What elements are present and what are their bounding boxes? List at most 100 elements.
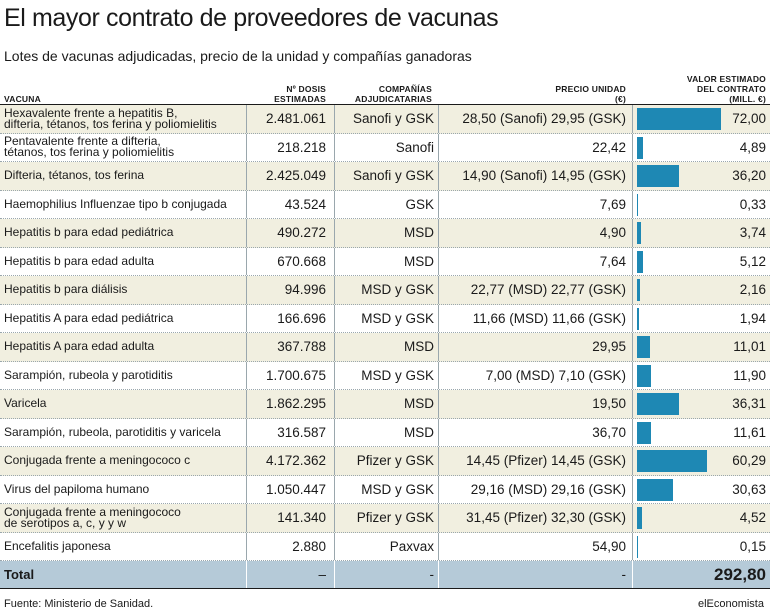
value-bar xyxy=(637,193,638,216)
column-divider xyxy=(632,504,633,532)
header-dosis-line2: ESTIMADAS xyxy=(274,94,326,104)
column-divider xyxy=(246,418,247,446)
value-bar xyxy=(637,165,680,187)
column-divider xyxy=(246,447,247,475)
column-divider xyxy=(438,219,439,247)
cell-valor: 0,33 xyxy=(739,196,766,212)
value-bar xyxy=(637,250,643,273)
column-divider xyxy=(246,333,247,361)
vacuna-lines: Varicela xyxy=(4,396,47,411)
column-divider xyxy=(334,162,335,190)
cell-dosis: 1.050.447 xyxy=(265,481,326,497)
vacuna-lines: Virus del papiloma humano xyxy=(4,481,150,496)
header-precio: PRECIO UNIDAD (€) xyxy=(440,72,626,104)
column-divider xyxy=(632,304,633,332)
cell-valor: 11,90 xyxy=(733,367,766,383)
vacuna-line: Hepatitis b para edad adulta xyxy=(4,253,155,268)
cell-valor: 1,94 xyxy=(739,310,766,326)
column-divider xyxy=(438,504,439,532)
cell-companias: MSD xyxy=(404,424,434,440)
column-divider xyxy=(632,561,633,588)
column-divider xyxy=(246,190,247,218)
cell-dosis: 94.996 xyxy=(284,282,326,298)
column-divider xyxy=(246,561,247,588)
value-bar xyxy=(637,393,680,415)
table-row: Hepatitis b para edad adulta 670.668 MSD 7,… xyxy=(0,247,770,276)
column-divider xyxy=(632,219,633,247)
column-divider xyxy=(334,532,335,560)
cell-vacuna: Difteria, tétanos, tos ferina xyxy=(4,162,246,190)
cell-valor: 30,63 xyxy=(732,481,766,497)
header-valor-line2: DEL CONTRATO xyxy=(697,84,766,94)
cell-dosis: 670.668 xyxy=(277,253,326,269)
column-divider xyxy=(334,561,335,588)
column-divider xyxy=(632,276,633,304)
column-divider xyxy=(334,361,335,389)
value-bar xyxy=(637,535,638,558)
table-row: Sarampión, rubeola y parotiditis 1.700.67… xyxy=(0,361,770,390)
cell-dosis: 1.700.675 xyxy=(265,367,326,383)
vacuna-line: Conjugada frente a meningococo c xyxy=(4,453,191,468)
header-dosis: Nº DOSIS ESTIMADAS xyxy=(248,72,326,104)
cell-companias: Sanofi y GSK xyxy=(352,111,434,127)
cell-valor: 60,29 xyxy=(732,453,766,469)
cell-companias: Sanofi y GSK xyxy=(352,168,434,184)
column-divider xyxy=(334,447,335,475)
table-row: Virus del papiloma humano 1.050.447 MSD y … xyxy=(0,475,770,504)
vacuna-line: Virus del papiloma humano xyxy=(4,481,150,496)
value-bar xyxy=(637,136,643,159)
cell-vacuna: Hepatitis b para edad pediátrica xyxy=(4,219,246,247)
cell-precio: 7,64 xyxy=(599,253,626,269)
table-row: Encefalitis japonesa 2.880 Paxvax 54,90 0,15 xyxy=(0,532,770,561)
column-divider xyxy=(246,162,247,190)
header-vacuna-label: VACUNA xyxy=(4,94,41,104)
vacuna-line: Pentavalente frente a difteria, xyxy=(4,134,161,149)
cell-companias: Paxvax xyxy=(389,538,434,554)
cell-precio: 31,45 (Pfizer) 32,30 (GSK) xyxy=(466,510,626,526)
table-row: Hepatitis b para edad pediátrica 490.272 M… xyxy=(0,219,770,248)
column-divider xyxy=(246,532,247,560)
vacuna-lines: Haemophilius Influenzae tipo b conjugada xyxy=(4,198,227,210)
cell-vacuna: Pentavalente frente a difteria, tétanos, … xyxy=(4,134,246,162)
cell-precio: 54,90 xyxy=(592,538,626,554)
vacuna-lines: Sarampión, rubeola, parotiditis y varice… xyxy=(4,426,221,438)
column-divider xyxy=(246,475,247,503)
total-precio: - xyxy=(621,567,627,582)
cell-companias: Sanofi xyxy=(395,139,434,155)
brand-logo: elEconomista xyxy=(697,598,764,610)
cell-companias: MSD xyxy=(404,396,434,412)
cell-vacuna: Hexavalente frente a hepatitis B, difteri… xyxy=(4,105,246,133)
column-divider xyxy=(334,190,335,218)
cell-vacuna: Hepatitis A para edad pediátrica xyxy=(4,305,246,333)
header-valor-line3: (MILL. €) xyxy=(729,94,766,104)
vacuna-lines: Sarampión, rubeola y parotiditis xyxy=(4,369,173,381)
cell-valor: 4,52 xyxy=(739,510,766,526)
cell-dosis: 141.340 xyxy=(277,510,326,526)
header-dosis-line1: Nº DOSIS xyxy=(286,84,326,94)
total-row: Total – - - 292,80 xyxy=(0,561,770,588)
column-divider xyxy=(438,190,439,218)
vacuna-lines: Hepatitis b para edad pediátrica xyxy=(4,226,173,238)
vacuna-lines: Hepatitis b para edad adulta xyxy=(4,253,155,268)
column-divider xyxy=(438,333,439,361)
vacuna-line: Conjugada frente a meningococo xyxy=(4,504,181,519)
table-row: Conjugada frente a meningococo c 4.172.36… xyxy=(0,447,770,476)
column-divider xyxy=(334,219,335,247)
cell-precio: 7,00 (MSD) 7,10 (GSK) xyxy=(485,367,626,383)
column-divider xyxy=(334,333,335,361)
table-row: Sarampión, rubeola, parotiditis y varice… xyxy=(0,418,770,447)
value-bar xyxy=(637,450,708,472)
value-bar xyxy=(637,108,721,130)
value-bar xyxy=(637,336,650,358)
column-divider xyxy=(632,475,633,503)
column-divider xyxy=(438,304,439,332)
value-bar xyxy=(637,478,673,501)
cell-companias: MSD y GSK xyxy=(361,481,434,497)
table-row: Haemophilius Influenzae tipo b conjugada… xyxy=(0,190,770,219)
header-precio-line2: (€) xyxy=(615,94,626,104)
vacuna-line: Hepatitis b para diálisis xyxy=(4,282,128,297)
vacuna-line: Hexavalente frente a hepatitis B, xyxy=(4,105,178,120)
vacuna-line: Varicela xyxy=(4,396,47,411)
table-row: Varicela 1.862.295 MSD 19,50 36,31 xyxy=(0,390,770,419)
column-divider xyxy=(438,561,439,588)
